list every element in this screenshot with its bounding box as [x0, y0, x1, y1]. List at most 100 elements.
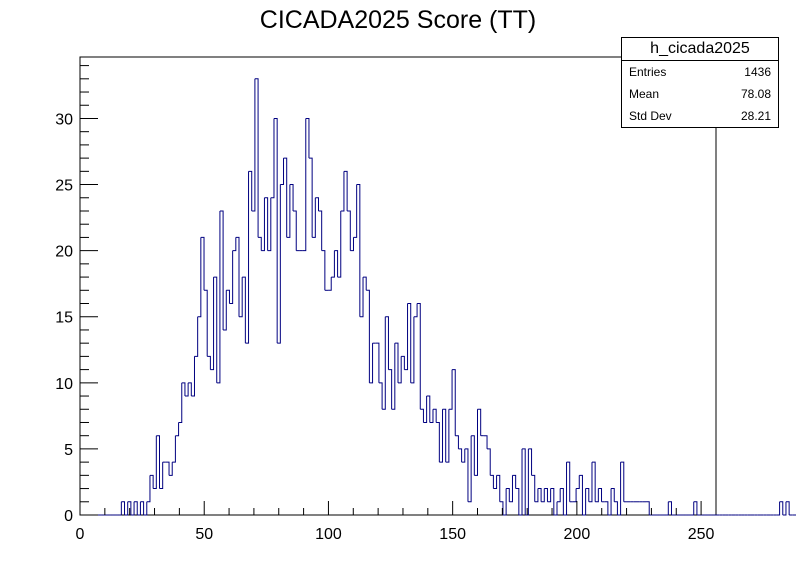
- histogram-bin: [455, 435, 459, 449]
- histogram-bin: [598, 488, 603, 502]
- histogram-bin: [146, 475, 151, 503]
- histogram-bin: [127, 501, 132, 515]
- histogram-bin: [181, 382, 186, 397]
- histogram-bin: [328, 277, 332, 291]
- y-tick-label: 25: [55, 178, 73, 195]
- histogram-bin: [563, 462, 568, 516]
- histogram-bin: [452, 369, 456, 436]
- histogram-bin: [442, 408, 447, 463]
- histogram-bin: [423, 396, 428, 423]
- histogram-bin: [232, 237, 237, 252]
- histogram-bin: [264, 197, 269, 251]
- stats-value-stddev: 28.21: [740, 109, 771, 123]
- histogram-bin: [785, 501, 790, 515]
- histogram-bin: [531, 474, 536, 502]
- histogram-bin: [350, 237, 354, 252]
- y-tick-label: 5: [64, 442, 73, 459]
- histogram-bin: [366, 289, 370, 383]
- histogram-bin: [219, 210, 224, 330]
- histogram-bin: [375, 342, 380, 383]
- histogram-bin: [229, 250, 234, 305]
- histogram-bin: [245, 171, 250, 344]
- histogram-bin: [512, 474, 517, 489]
- histogram-bin: [254, 78, 259, 238]
- histogram-bin: [413, 303, 418, 318]
- histogram-bin: [308, 157, 313, 238]
- histogram-bin: [404, 303, 409, 371]
- histogram-bin: [528, 448, 533, 476]
- stats-label-stddev: Std Dev: [629, 109, 672, 123]
- histogram-bin: [502, 488, 507, 516]
- histogram-bin: [156, 435, 160, 489]
- histogram-bin: [506, 488, 510, 502]
- histogram-bin: [693, 501, 698, 515]
- histogram-bin: [347, 210, 351, 251]
- histogram-bin: [343, 170, 348, 211]
- histogram-bin: [477, 408, 482, 436]
- histogram-bin: [493, 475, 498, 490]
- histogram-bin: [458, 448, 463, 463]
- histogram-bin: [277, 184, 281, 344]
- y-tick-label: 15: [55, 310, 73, 327]
- histogram-bin: [235, 236, 240, 317]
- histogram-bin: [665, 501, 669, 516]
- y-tick-label: 0: [64, 508, 73, 525]
- histogram-bin: [134, 501, 138, 515]
- stats-box: h_cicada2025 Entries 1436 Mean 78.08 Std…: [621, 37, 779, 128]
- histogram-bin: [169, 462, 173, 476]
- histogram-bin: [646, 501, 650, 515]
- stats-box-title: h_cicada2025: [622, 38, 778, 61]
- histogram-bin: [248, 170, 253, 211]
- histogram-bin: [522, 448, 526, 515]
- histogram-bin: [582, 488, 587, 516]
- histogram-bin: [496, 474, 501, 502]
- histogram-bin: [293, 210, 297, 251]
- stats-value-mean: 78.08: [740, 87, 771, 101]
- histogram-bin: [159, 462, 164, 490]
- histogram-bin: [388, 369, 393, 410]
- histogram-bin: [242, 276, 246, 344]
- histogram-bin: [239, 277, 243, 318]
- histogram-bin: [490, 474, 494, 489]
- histogram-bin: [331, 250, 335, 278]
- histogram-bin: [439, 409, 444, 463]
- histogram-bin: [579, 474, 583, 515]
- histogram-bin: [401, 355, 405, 370]
- histogram-bin: [191, 356, 195, 397]
- histogram-bin: [273, 117, 278, 344]
- histogram-bin: [283, 157, 288, 238]
- histogram-bin: [369, 343, 374, 384]
- stats-value-entries: 1436: [744, 65, 771, 79]
- histogram-bin: [200, 236, 205, 291]
- histogram-bin: [436, 421, 440, 463]
- histogram-bin: [210, 277, 215, 371]
- histogram-bin: [175, 422, 180, 437]
- histogram-bin: [474, 409, 478, 476]
- histogram-bin: [537, 488, 542, 502]
- histogram-bin: [289, 184, 294, 211]
- histogram-bin: [467, 435, 472, 503]
- histogram-bin: [213, 276, 218, 383]
- histogram-bin: [140, 501, 145, 515]
- stats-label-entries: Entries: [629, 65, 667, 79]
- histogram-bin: [267, 197, 272, 252]
- histogram-bin: [305, 117, 310, 159]
- histogram-bin: [378, 382, 383, 410]
- histogram-bin: [121, 501, 126, 515]
- histogram-bin: [448, 369, 453, 410]
- histogram-bin: [197, 237, 202, 318]
- histogram-bin: [782, 501, 787, 516]
- histogram-bin: [534, 488, 539, 503]
- histogram-bin: [194, 316, 199, 357]
- histogram-bin: [321, 250, 326, 291]
- x-tick-label: 250: [688, 526, 715, 543]
- histogram-bin: [509, 475, 513, 503]
- histogram-bin: [302, 118, 307, 252]
- histogram-bin: [165, 461, 170, 476]
- histogram-bin: [334, 250, 339, 278]
- histogram-bin: [143, 501, 148, 516]
- histogram-bin: [153, 435, 157, 490]
- histogram-bin: [207, 355, 211, 370]
- chart-title: CICADA2025 Score (TT): [259, 6, 537, 34]
- histogram-bin: [547, 488, 552, 503]
